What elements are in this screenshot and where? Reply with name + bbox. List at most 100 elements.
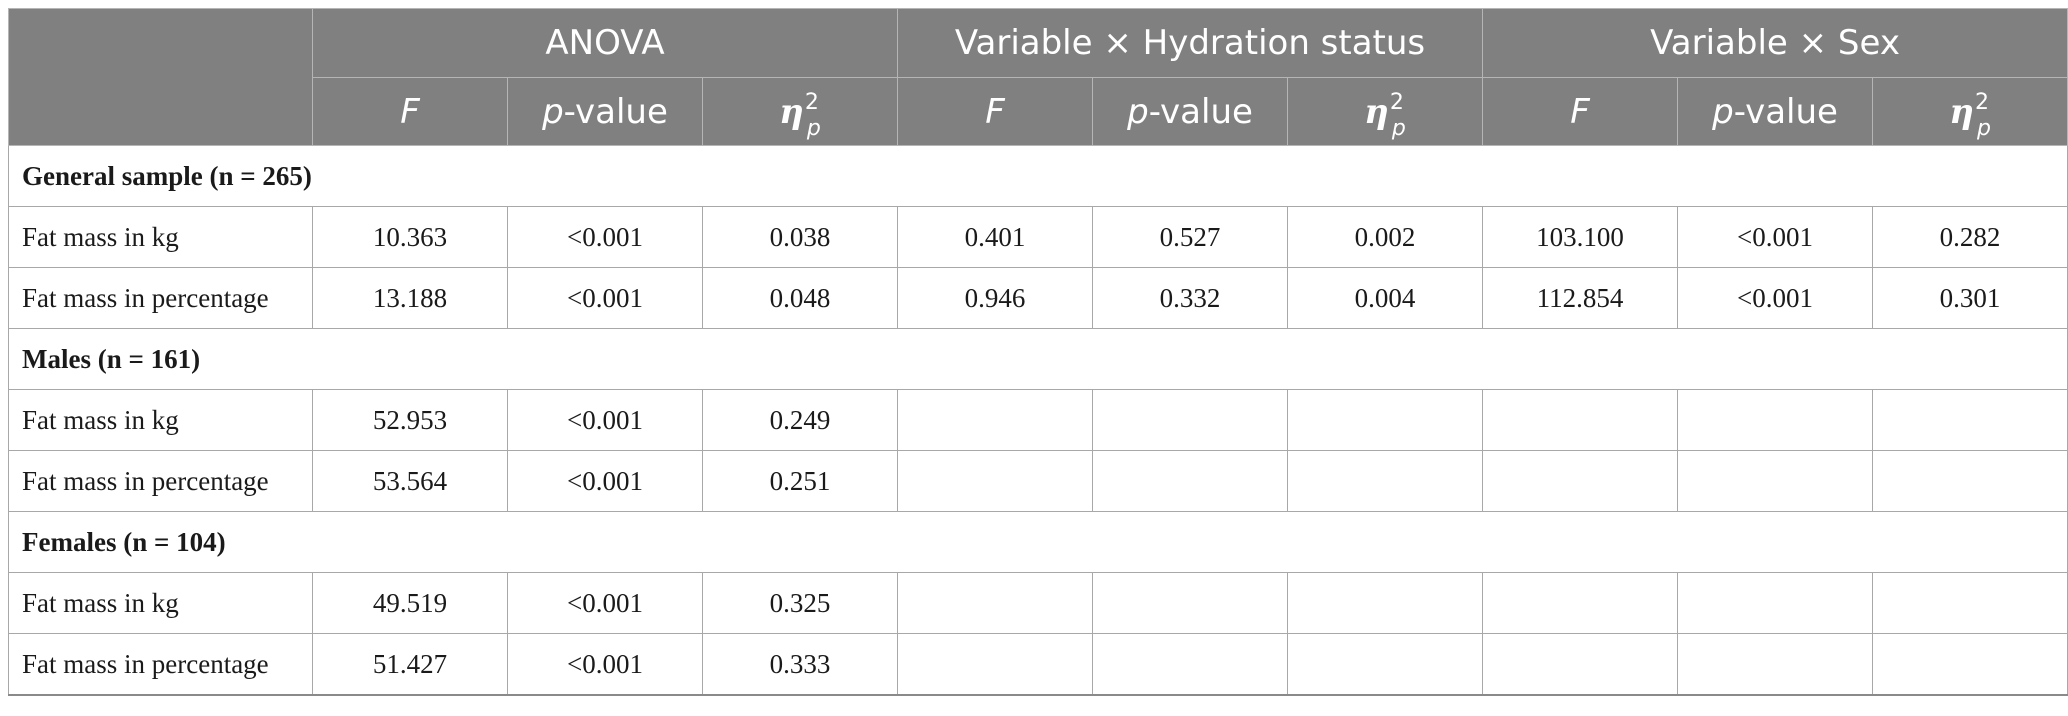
cell-anova-p: <0.001 <box>507 267 703 329</box>
cell-anova-p: <0.001 <box>507 206 703 268</box>
cell-hydration-p <box>1092 450 1289 512</box>
cell-sex-f: 103.100 <box>1482 206 1679 268</box>
cell-hydration-eta: 0.002 <box>1287 206 1484 268</box>
row-label: Fat mass in kg <box>8 206 313 268</box>
cell-anova-f: 53.564 <box>312 450 508 512</box>
cell-hydration-eta <box>1287 572 1484 634</box>
eta-superscript: 2 <box>804 89 819 115</box>
header-f: F <box>1482 77 1679 146</box>
cell-anova-f: 10.363 <box>312 206 508 268</box>
header-eta: η2p <box>1287 77 1484 146</box>
cell-hydration-p <box>1092 389 1289 451</box>
cell-hydration-f <box>897 450 1094 512</box>
header-f: F <box>312 77 508 146</box>
cell-anova-eta: 0.038 <box>701 206 899 268</box>
section-title: Females (n = 104) <box>7 511 2068 573</box>
cell-hydration-f: 0.401 <box>897 206 1094 268</box>
cell-sex-eta <box>1872 633 2068 696</box>
eta-symbol: η <box>779 91 804 132</box>
eta-symbol: η <box>1949 91 1974 132</box>
cell-sex-p <box>1677 572 1874 634</box>
cell-hydration-p: 0.527 <box>1092 206 1289 268</box>
header-row-groups: ANOVA Variable × Hydration status Variab… <box>8 8 2068 146</box>
row-label: Fat mass in kg <box>8 389 313 451</box>
table-row: Fat mass in kg 52.953 <0.001 0.249 <box>8 389 2068 451</box>
header-row-stats: F p-value η2p F p-value η2p F p-value η2… <box>9 77 2068 146</box>
cell-sex-p: <0.001 <box>1677 267 1874 329</box>
table-body: General sample (n = 265) Fat mass in kg … <box>7 145 2068 696</box>
cell-anova-f: 13.188 <box>312 267 508 329</box>
row-label: Fat mass in kg <box>8 572 313 634</box>
header-group-sex: Variable × Sex <box>1482 8 2068 78</box>
cell-anova-eta: 0.251 <box>701 450 899 512</box>
p-rest: -value <box>563 91 668 132</box>
cell-anova-f: 51.427 <box>312 633 508 696</box>
header-group-hydration: Variable × Hydration status <box>897 8 1484 78</box>
cell-sex-eta <box>1872 450 2068 512</box>
eta-subscript: p <box>1391 115 1406 141</box>
table-row: Fat mass in percentage 53.564 <0.001 0.2… <box>8 450 2068 512</box>
cell-anova-p: <0.001 <box>507 572 703 634</box>
section-title: General sample (n = 265) <box>7 145 2068 207</box>
cell-sex-eta: 0.301 <box>1872 267 2068 329</box>
eta-superscript: 2 <box>1389 89 1404 115</box>
cell-anova-f: 52.953 <box>312 389 508 451</box>
header-group-anova: ANOVA <box>311 8 899 78</box>
p-letter: p <box>1712 91 1734 132</box>
cell-anova-eta: 0.325 <box>701 572 899 634</box>
table-header: ANOVA Variable × Hydration status Variab… <box>8 8 2068 146</box>
table-row: Fat mass in kg 49.519 <0.001 0.325 <box>8 572 2068 634</box>
cell-sex-p <box>1677 450 1874 512</box>
cell-hydration-eta <box>1287 389 1484 451</box>
header-p-value: p-value <box>1677 77 1874 146</box>
cell-sex-p <box>1677 633 1874 696</box>
p-letter: p <box>1127 91 1149 132</box>
cell-sex-eta: 0.282 <box>1872 206 2068 268</box>
cell-anova-p: <0.001 <box>507 633 703 696</box>
p-rest: -value <box>1733 91 1838 132</box>
cell-hydration-p <box>1092 633 1289 696</box>
cell-sex-f: 112.854 <box>1482 267 1679 329</box>
cell-anova-p: <0.001 <box>507 450 703 512</box>
p-rest: -value <box>1148 91 1253 132</box>
header-f: F <box>897 77 1094 146</box>
section-title: Males (n = 161) <box>7 328 2068 390</box>
header-p-value: p-value <box>507 77 703 146</box>
cell-hydration-f <box>897 633 1094 696</box>
cell-anova-eta: 0.249 <box>701 389 899 451</box>
cell-sex-f <box>1482 572 1679 634</box>
cell-hydration-p: 0.332 <box>1092 267 1289 329</box>
section-row: Males (n = 161) <box>7 328 2068 390</box>
cell-sex-eta <box>1872 572 2068 634</box>
cell-sex-p <box>1677 389 1874 451</box>
cell-sex-f <box>1482 389 1679 451</box>
eta-subscript: p <box>806 115 821 141</box>
section-row: Females (n = 104) <box>7 511 2068 573</box>
cell-hydration-p <box>1092 572 1289 634</box>
header-eta: η2p <box>1872 77 2068 146</box>
eta-superscript: 2 <box>1974 89 1989 115</box>
cell-hydration-f: 0.946 <box>897 267 1094 329</box>
cell-sex-p: <0.001 <box>1677 206 1874 268</box>
row-label: Fat mass in percentage <box>8 633 313 696</box>
row-label: Fat mass in percentage <box>8 267 313 329</box>
header-eta: η2p <box>701 77 899 146</box>
table-row: Fat mass in percentage 13.188 <0.001 0.0… <box>8 267 2068 329</box>
cell-hydration-f <box>897 572 1094 634</box>
statistics-table: ANOVA Variable × Hydration status Variab… <box>7 8 2068 696</box>
cell-hydration-eta: 0.004 <box>1287 267 1484 329</box>
cell-hydration-eta <box>1287 450 1484 512</box>
cell-sex-eta <box>1872 389 2068 451</box>
cell-sex-f <box>1482 450 1679 512</box>
cell-anova-p: <0.001 <box>507 389 703 451</box>
eta-symbol: η <box>1364 91 1389 132</box>
cell-anova-eta: 0.048 <box>701 267 899 329</box>
cell-anova-eta: 0.333 <box>701 633 899 696</box>
row-label: Fat mass in percentage <box>8 450 313 512</box>
p-letter: p <box>542 91 564 132</box>
section-row: General sample (n = 265) <box>7 145 2068 207</box>
cell-sex-f <box>1482 633 1679 696</box>
header-p-value: p-value <box>1092 77 1289 146</box>
cell-anova-f: 49.519 <box>312 572 508 634</box>
eta-subscript: p <box>1976 115 1991 141</box>
